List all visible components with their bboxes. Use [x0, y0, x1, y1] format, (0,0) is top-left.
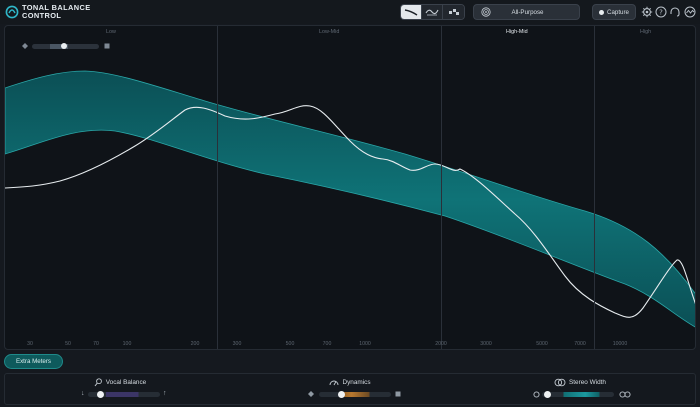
extra-meters-button[interactable]: Extra Meters — [4, 354, 63, 369]
signal-icon[interactable] — [684, 6, 696, 18]
header-bar: TONAL BALANCE CONTROL All-Purpose Captur… — [0, 0, 700, 24]
app-title-line2: CONTROL — [22, 11, 62, 20]
preset-selector[interactable]: All-Purpose — [473, 4, 580, 20]
vocal-balance-track[interactable] — [88, 392, 160, 397]
capture-label: Capture — [606, 8, 629, 16]
freq-tick: 100 — [122, 341, 132, 347]
stereo-icon — [554, 378, 566, 387]
circle-icon — [533, 391, 540, 398]
freq-tick: 3000 — [480, 341, 492, 347]
vocal-balance-title: Vocal Balance — [5, 378, 235, 387]
freq-tick: 700 — [322, 341, 332, 347]
band-label-high-mid[interactable]: High-Mid — [506, 29, 528, 35]
square-icon — [395, 391, 401, 397]
diamond-icon — [22, 43, 28, 49]
gauge-icon — [330, 380, 339, 386]
freq-tick: 70 — [93, 341, 99, 347]
dynamics-thumb[interactable] — [338, 391, 345, 398]
freq-tick: 5000 — [536, 341, 548, 347]
diamond-icon — [308, 391, 314, 397]
app-title: TONAL BALANCE CONTROL — [22, 4, 91, 20]
band-label-low-mid[interactable]: Low-Mid — [319, 29, 340, 35]
gear-icon[interactable] — [641, 6, 653, 18]
freq-tick: 200 — [190, 341, 200, 347]
square-icon — [104, 43, 110, 49]
app-title-line1: TONAL BALANCE — [22, 3, 91, 12]
preset-label: All-Purpose — [511, 8, 544, 16]
curve-view-button[interactable] — [401, 5, 422, 19]
spectrum-graph — [5, 70, 695, 328]
freq-tick: 50 — [65, 341, 71, 347]
freq-tick: 10000 — [612, 341, 628, 347]
vocal-balance-thumb[interactable] — [97, 391, 104, 398]
double-circle-icon — [619, 391, 631, 398]
eq-view-button[interactable] — [422, 5, 443, 19]
curve-view-icon — [404, 9, 418, 16]
capture-button[interactable]: Capture — [592, 4, 636, 20]
dynamics-label: Dynamics — [342, 379, 371, 386]
band-divider — [217, 26, 218, 349]
eq-view-icon — [425, 9, 439, 16]
tonal-balance-graph: Low Low-Mid High-Mid High 30 50 70 100 2… — [4, 25, 696, 350]
logo-icon — [5, 5, 19, 19]
vocal-balance-label: Vocal Balance — [105, 379, 147, 386]
target-icon — [481, 7, 491, 17]
band-label-low[interactable]: Low — [106, 29, 116, 35]
freq-tick: 500 — [285, 341, 295, 347]
stereo-width-meter: Stereo Width — [465, 374, 695, 406]
arrow-down-icon: ↓ — [81, 390, 85, 397]
slider-range — [50, 44, 68, 49]
stereo-width-track[interactable] — [542, 392, 614, 397]
smoothing-slider[interactable] — [22, 42, 117, 50]
stereo-width-title: Stereo Width — [465, 378, 695, 387]
svg-text:?: ? — [659, 9, 663, 17]
band-label-high[interactable]: High — [640, 29, 652, 35]
target-range-band — [5, 70, 695, 328]
freq-tick: 300 — [232, 341, 242, 347]
stereo-width-thumb[interactable] — [544, 391, 551, 398]
freq-tick: 7000 — [574, 341, 586, 347]
record-dot-icon — [598, 9, 604, 15]
stereo-width-label: Stereo Width — [569, 379, 606, 386]
meters-panel: Vocal Balance ↓ ↑ Dynamics Stereo Width — [4, 373, 696, 405]
freq-tick: 2000 — [435, 341, 447, 347]
headphones-icon[interactable] — [669, 6, 681, 18]
freq-tick: 1000 — [359, 341, 371, 347]
band-divider — [594, 26, 595, 349]
dynamics-track[interactable] — [319, 392, 391, 397]
bars-view-icon — [448, 9, 459, 15]
vocal-balance-meter: Vocal Balance ↓ ↑ — [5, 374, 235, 406]
help-icon[interactable]: ? — [655, 6, 667, 18]
spectrum-curve — [5, 105, 695, 318]
band-divider — [441, 26, 442, 349]
arrow-up-icon: ↑ — [163, 390, 167, 397]
freq-tick: 30 — [27, 341, 33, 347]
slider-thumb[interactable] — [61, 43, 67, 49]
view-switcher — [400, 4, 465, 20]
bars-view-button[interactable] — [443, 5, 464, 19]
dynamics-title: Dynamics — [235, 378, 465, 387]
vocal-icon — [94, 378, 102, 387]
dynamics-meter: Dynamics — [235, 374, 465, 406]
